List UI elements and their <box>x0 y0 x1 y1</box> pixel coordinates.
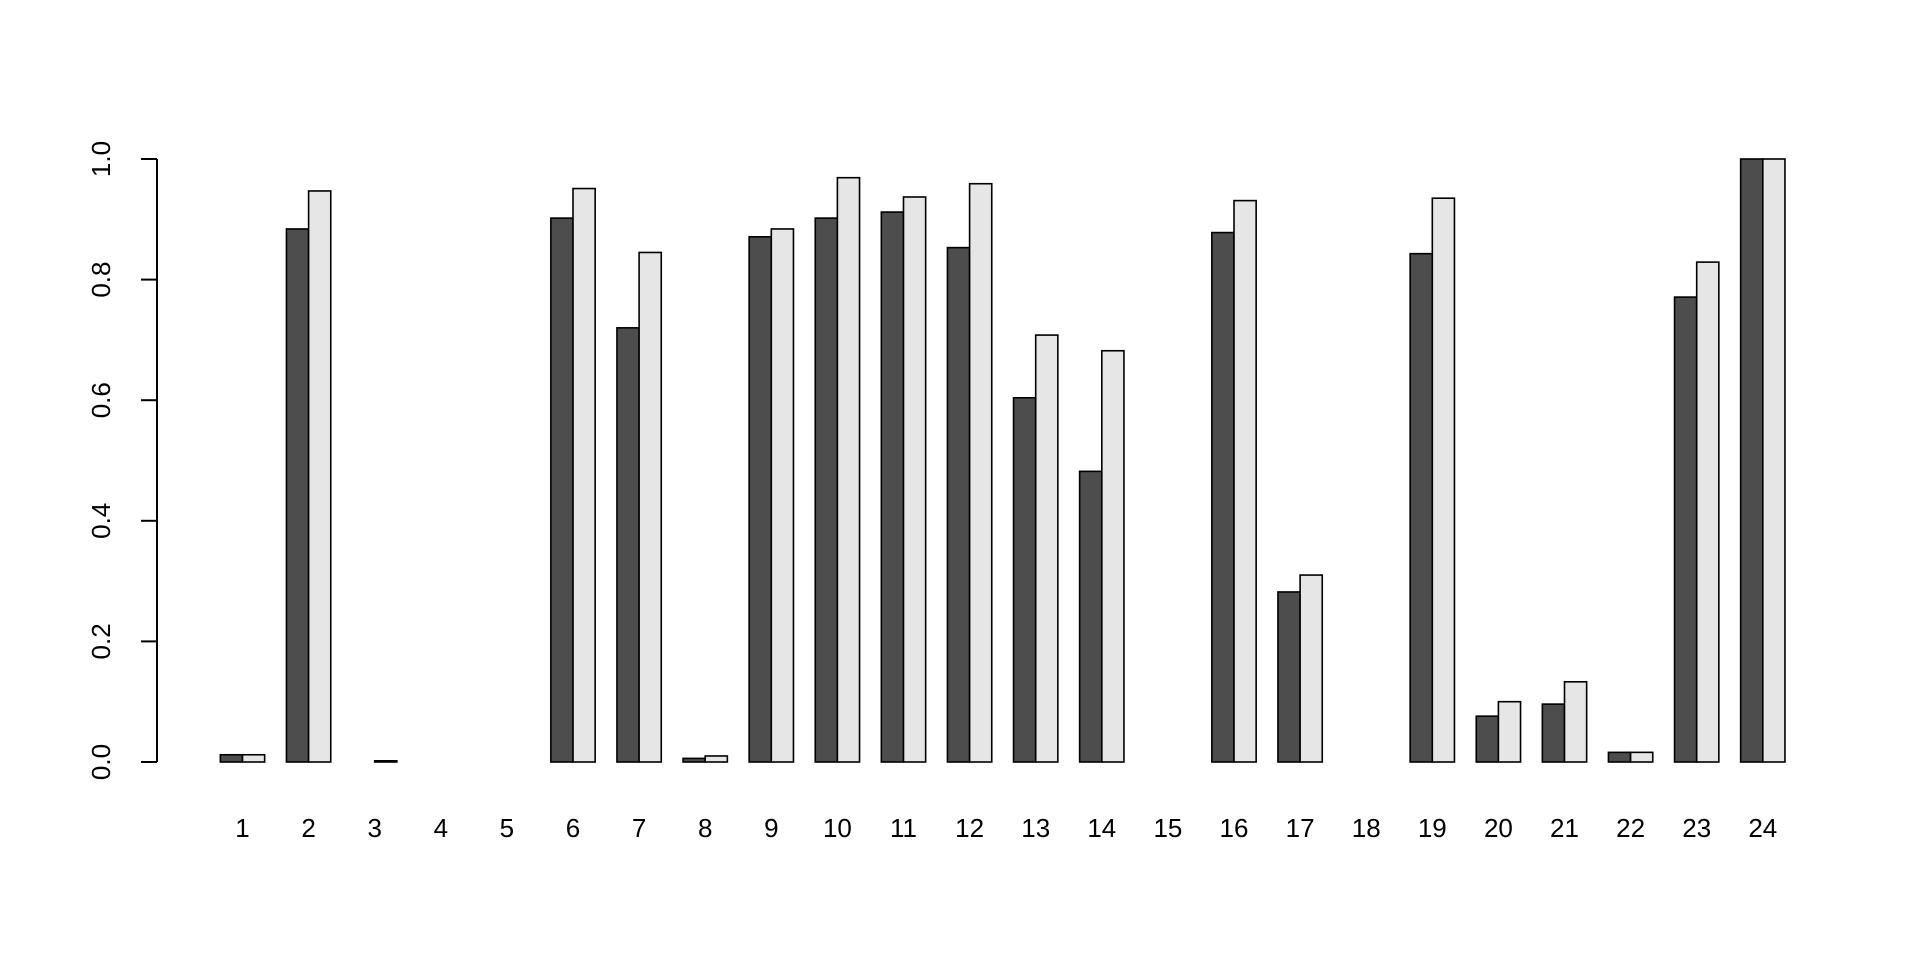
x-tick-label: 12 <box>955 813 984 843</box>
x-tick-label: 22 <box>1616 813 1645 843</box>
y-tick-label: 1.0 <box>86 141 116 177</box>
bar-1-series-1 <box>219 753 244 763</box>
bar-6-series-1 <box>550 217 574 763</box>
x-tick-label: 14 <box>1087 813 1116 843</box>
bar-9-series-2 <box>770 228 795 763</box>
x-tick-label: 3 <box>367 813 381 843</box>
bar-11-series-1 <box>880 211 905 763</box>
bar-13-series-1 <box>1012 396 1037 763</box>
bar-3-series-2 <box>373 759 398 763</box>
x-tick-label: 17 <box>1286 813 1315 843</box>
bar-6-series-2 <box>572 187 596 763</box>
y-tick-label: 0.0 <box>86 744 116 780</box>
x-tick-label: 16 <box>1220 813 1249 843</box>
x-tick-label: 21 <box>1550 813 1579 843</box>
bar-20-series-2 <box>1497 700 1522 763</box>
bar-16-series-2 <box>1233 199 1257 763</box>
x-tick-label: 19 <box>1418 813 1447 843</box>
bar-23-series-2 <box>1695 261 1720 763</box>
bar-2-series-1 <box>285 228 310 763</box>
x-tick-label: 11 <box>890 813 917 843</box>
x-tick-label: 7 <box>632 813 646 843</box>
x-tick-label: 15 <box>1153 813 1182 843</box>
bar-11-series-2 <box>902 196 927 763</box>
x-tick-label: 5 <box>500 813 514 843</box>
bar-10-series-1 <box>814 217 839 763</box>
x-tick-label: 24 <box>1748 813 1777 843</box>
y-tick-label: 0.6 <box>86 382 116 418</box>
y-tick-label: 0.2 <box>86 623 116 659</box>
bar-22-series-1 <box>1607 751 1632 763</box>
bar-14-series-1 <box>1078 470 1103 763</box>
x-tick-label: 20 <box>1484 813 1513 843</box>
bar-8-series-1 <box>682 757 706 763</box>
bar-24-series-2 <box>1762 158 1786 763</box>
bar-8-series-2 <box>704 755 729 763</box>
x-tick-label: 1 <box>235 813 249 843</box>
bar-23-series-1 <box>1673 296 1698 763</box>
bar-7-series-1 <box>616 327 640 763</box>
bar-21-series-2 <box>1563 681 1588 763</box>
bar-19-series-1 <box>1409 252 1434 763</box>
y-tick-label: 0.8 <box>86 262 116 298</box>
bar-1-series-2 <box>241 753 266 763</box>
x-tick-label: 6 <box>566 813 580 843</box>
x-tick-label: 23 <box>1682 813 1711 843</box>
x-tick-label: 8 <box>698 813 712 843</box>
bar-24-series-1 <box>1739 158 1764 763</box>
x-tick-label: 9 <box>764 813 778 843</box>
bar-17-series-2 <box>1299 574 1324 763</box>
bar-16-series-1 <box>1211 231 1235 763</box>
x-tick-label: 2 <box>301 813 315 843</box>
bar-13-series-2 <box>1034 334 1059 763</box>
x-tick-label: 18 <box>1352 813 1381 843</box>
bar-10-series-2 <box>836 176 861 763</box>
bar-12-series-1 <box>946 246 971 763</box>
bar-14-series-2 <box>1101 349 1125 763</box>
bar-21-series-1 <box>1541 703 1566 763</box>
bar-12-series-2 <box>968 182 993 763</box>
y-tick-label: 0.4 <box>86 503 116 539</box>
x-tick-label: 13 <box>1021 813 1050 843</box>
bar-2-series-2 <box>307 190 332 763</box>
bar-19-series-2 <box>1431 197 1456 763</box>
bar-7-series-2 <box>638 251 663 763</box>
bar-20-series-1 <box>1475 715 1500 763</box>
bar-17-series-1 <box>1277 591 1301 763</box>
bar-9-series-1 <box>748 235 773 763</box>
x-tick-label: 10 <box>823 813 852 843</box>
bar-22-series-2 <box>1629 751 1654 763</box>
x-tick-label: 4 <box>434 813 448 843</box>
